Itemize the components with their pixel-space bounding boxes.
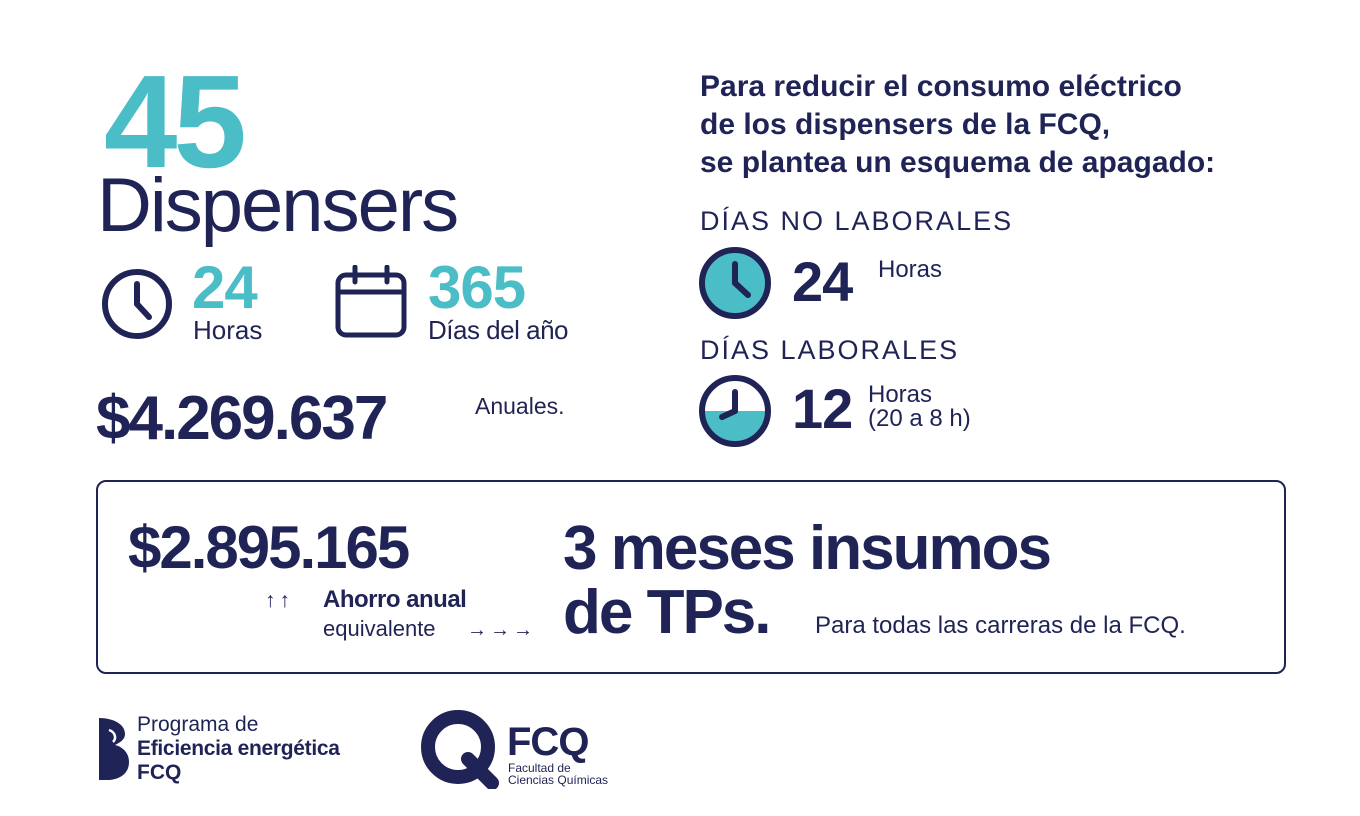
fcq-logo-subtitle-line2: Ciencias Químicas — [508, 773, 609, 787]
dispenser-count: 45 — [104, 48, 247, 195]
days-per-year-value: 365 — [428, 254, 526, 321]
working-hours-unit: Horas (20 a 8 h) — [868, 383, 971, 431]
fcq-logo-subtitle-line1: Facultad de — [508, 761, 571, 775]
savings-equivalent-headline-2: de TPs. — [563, 578, 772, 647]
proposal-heading-line: de los dispensers de la FCQ, — [700, 108, 1111, 141]
half-clock-icon — [699, 375, 771, 447]
days-per-year-label: Días del año — [428, 315, 568, 345]
annual-cost: $4.269.637 — [96, 384, 388, 453]
working-days-title: DÍAS LABORALES — [700, 335, 960, 365]
proposal-heading: Para reducir el consumo eléctrico de los… — [700, 68, 1215, 182]
proposal-heading-line: se plantea un esquema de apagado: — [700, 146, 1216, 179]
calendar-icon — [335, 265, 407, 338]
non-working-hours-unit: Horas — [878, 256, 943, 283]
hours-per-day-label: Horas — [193, 315, 263, 345]
working-hours-unit-label: Horas — [868, 381, 933, 408]
energy-program-logo-line2: Eficiencia energética — [137, 737, 340, 760]
proposal-heading-line: Para reducir el consumo eléctrico — [700, 70, 1182, 103]
energy-program-logo-icon — [99, 718, 129, 780]
equivalent-label: equivalente — [323, 616, 436, 641]
energy-program-logo-line1: Programa de — [137, 713, 259, 736]
right-arrows-icon: →→→ — [467, 619, 536, 641]
dispenser-count-label: Dispensers — [97, 163, 459, 248]
working-hours-range: (20 a 8 h) — [868, 405, 971, 432]
non-working-hours-value: 24 — [792, 250, 853, 313]
full-clock-icon — [699, 247, 771, 319]
annual-savings-amount: $2.895.165 — [128, 514, 410, 581]
annual-savings-label: Ahorro anual — [323, 586, 467, 613]
fcq-logo-icon — [421, 710, 499, 789]
annual-cost-unit: Anuales. — [475, 393, 565, 419]
fcq-logo-name: FCQ — [507, 720, 589, 764]
savings-equivalent-note: Para todas las carreras de la FCQ. — [815, 612, 1186, 639]
non-working-days-title: DÍAS NO LABORALES — [700, 206, 1014, 236]
working-hours-value: 12 — [792, 377, 853, 440]
hours-per-day-value: 24 — [192, 254, 258, 321]
clock-icon — [102, 269, 172, 339]
energy-program-logo-line3: FCQ — [137, 761, 182, 784]
savings-box — [96, 480, 1286, 674]
savings-equivalent-headline: 3 meses insumos — [563, 514, 1052, 583]
up-arrows-icon: ↑↑ — [265, 589, 294, 612]
fcq-logo-subtitle: Facultad de Ciencias Químicas — [508, 762, 608, 786]
